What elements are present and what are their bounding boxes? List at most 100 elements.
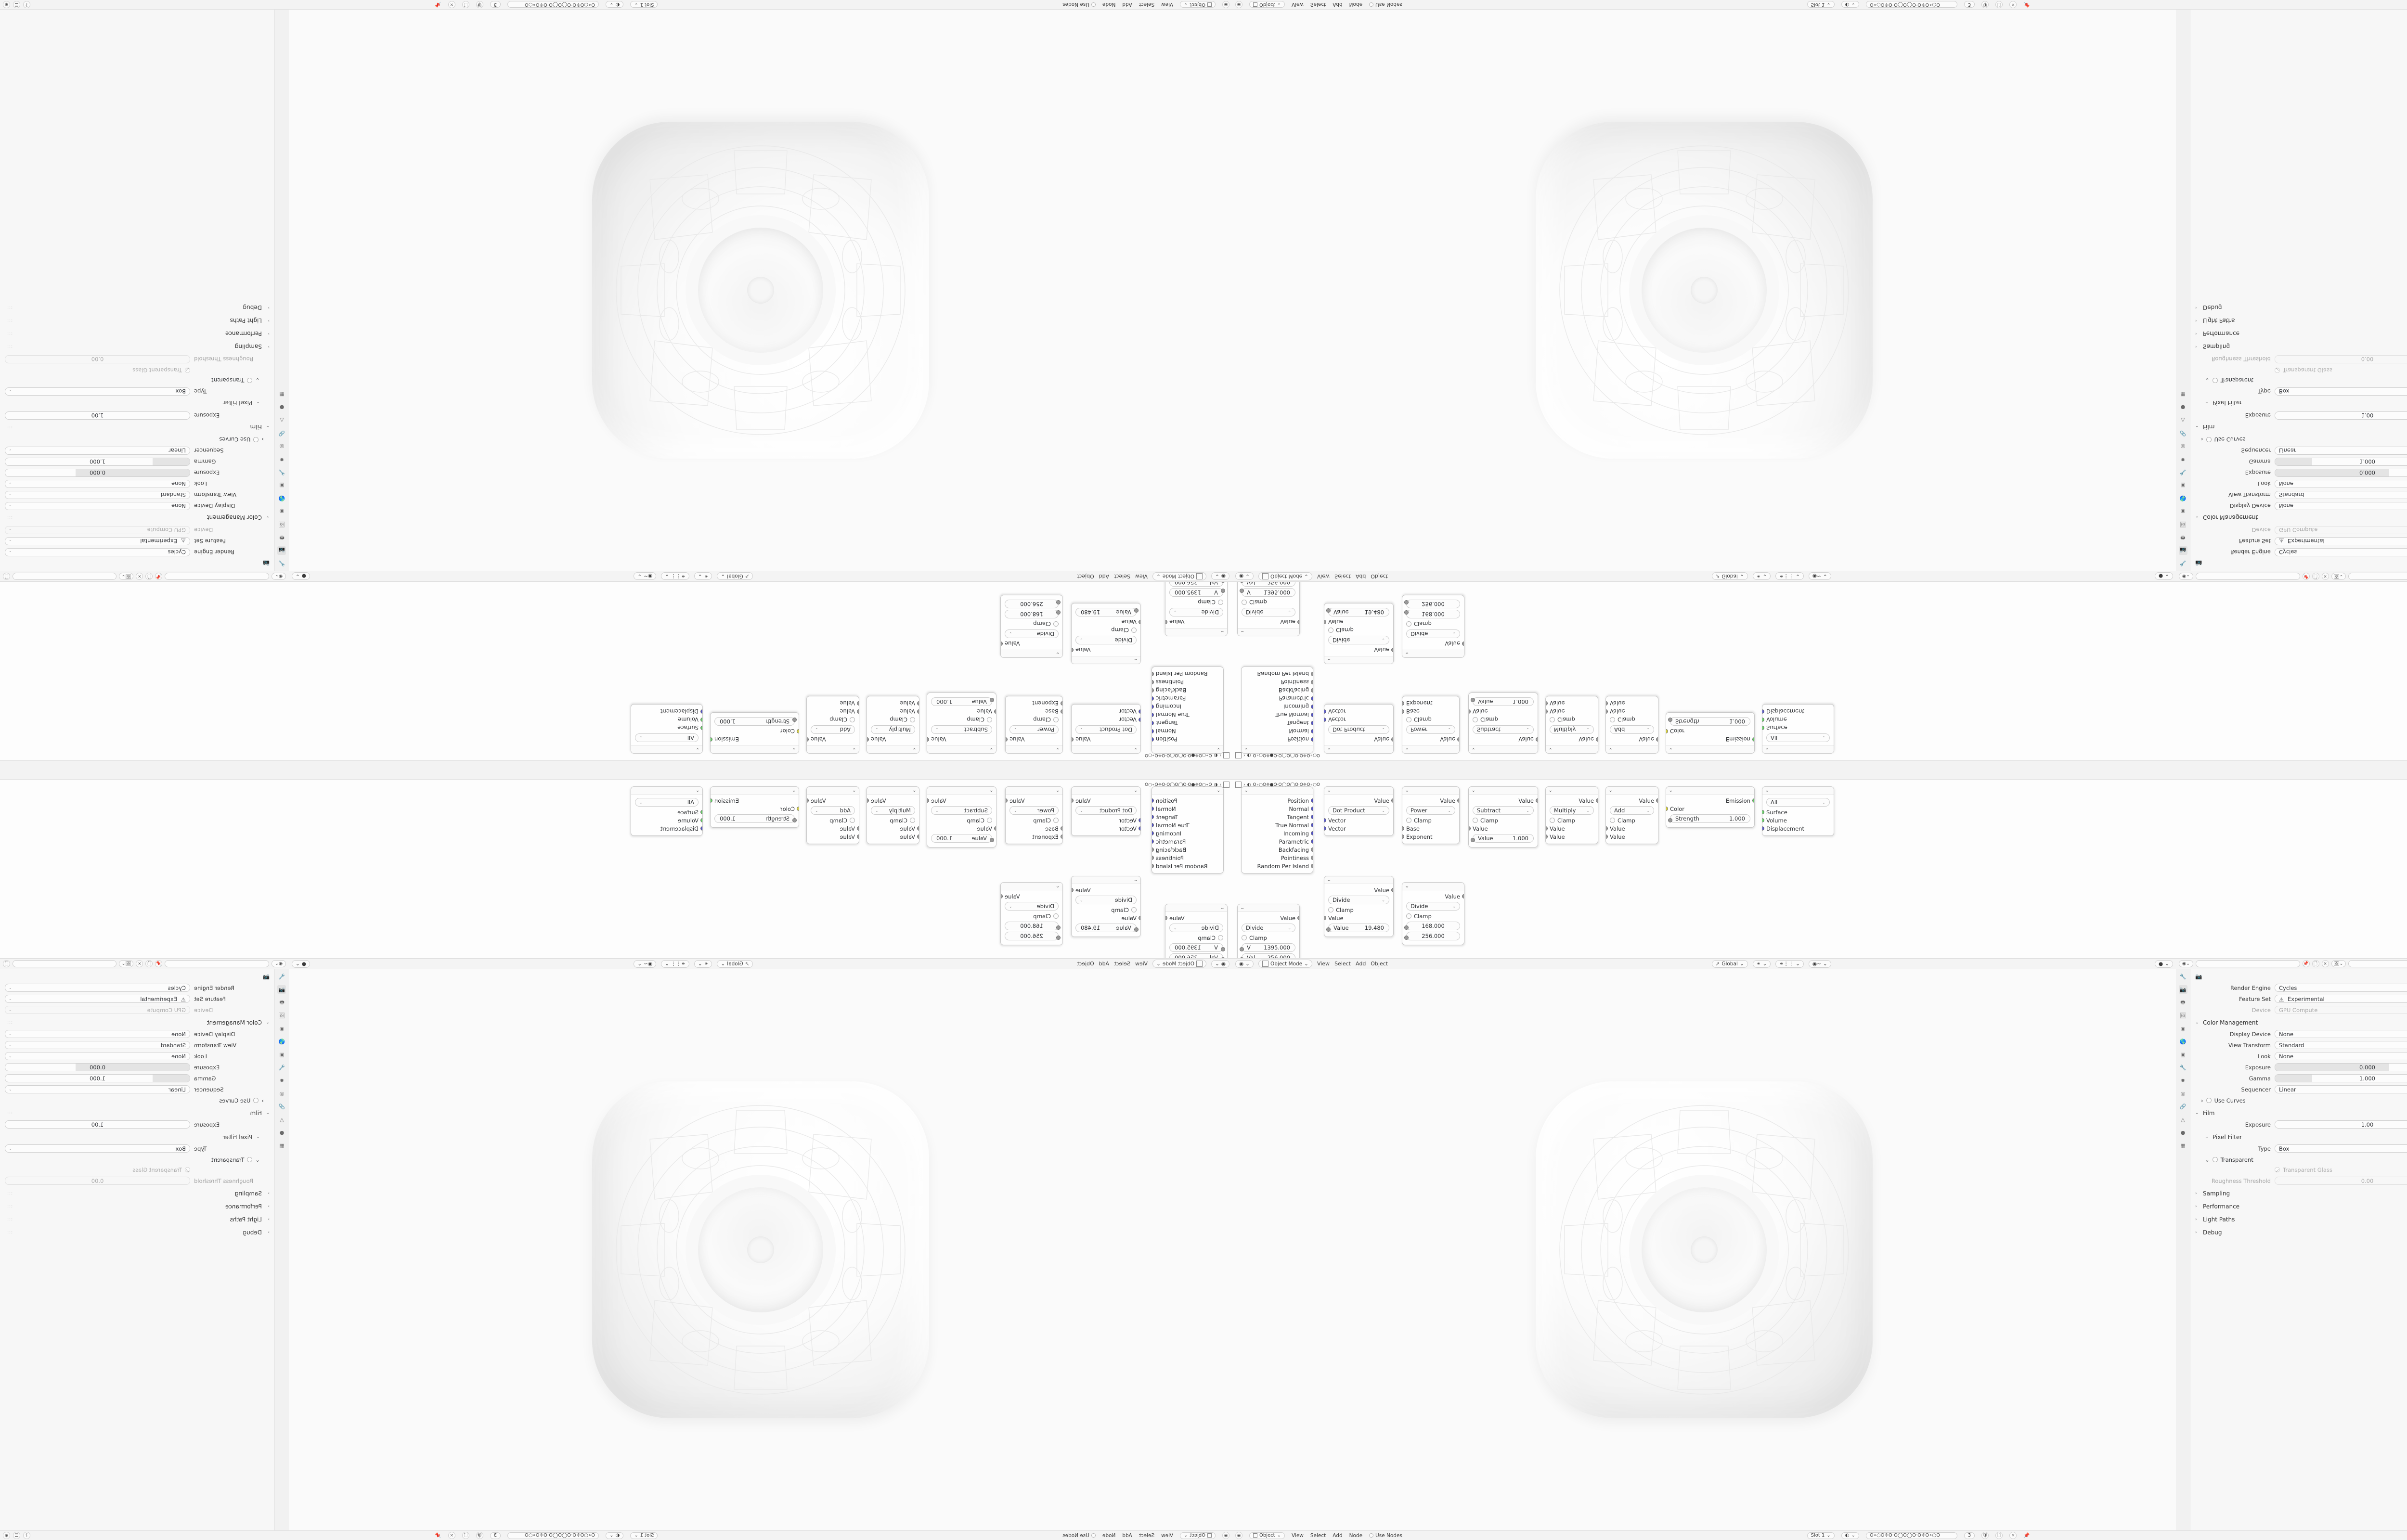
node-dot-product[interactable]: ⌄ Value Dot Product ⌄ Vector Vector bbox=[1071, 704, 1141, 754]
node-header-add[interactable]: ⌄ bbox=[1606, 745, 1658, 753]
chevron-down-icon[interactable]: ⌄ bbox=[1448, 727, 1451, 732]
node-divide-1395[interactable]: ⌄ Value Divide ⌄ Clamp V 1395.000 Val 256.000 bbox=[1237, 581, 1300, 636]
node-operation-select[interactable]: Add ⌄ bbox=[1610, 806, 1654, 815]
socket-dot[interactable] bbox=[1324, 709, 1326, 714]
tab-physics[interactable]: ◎ bbox=[279, 443, 285, 450]
chevron-down-icon[interactable]: ⌄ bbox=[1646, 727, 1650, 732]
chevron-down-icon[interactable]: ⌄ bbox=[1608, 747, 1613, 752]
node-header-divide-168-256[interactable]: ⌄ bbox=[1402, 650, 1464, 657]
socket-dot[interactable] bbox=[1071, 648, 1074, 652]
node-socket-value[interactable]: Value bbox=[1071, 735, 1140, 744]
section-performance[interactable]: ›Performance:::: bbox=[5, 1201, 270, 1212]
node-socket-position[interactable]: Position bbox=[1242, 796, 1313, 805]
help-icon[interactable]: ? bbox=[23, 1532, 30, 1539]
drag-dots[interactable]: :::: bbox=[5, 1230, 13, 1235]
tab-constraints[interactable]: 🔗 bbox=[278, 430, 285, 437]
node-socket-value[interactable]: Value bbox=[1071, 646, 1140, 654]
tab-output[interactable]: 🖶 bbox=[2180, 999, 2186, 1005]
node-subtract[interactable]: ⌄ Value Subtract ⌄ Clamp Value Value 1.000 bbox=[1468, 693, 1538, 754]
node-header-add[interactable]: ⌄ bbox=[1606, 787, 1658, 795]
socket-dot[interactable] bbox=[1152, 798, 1154, 803]
copy-icon[interactable]: 🗋 bbox=[145, 960, 153, 967]
chevron-down-icon[interactable]: ⌄ bbox=[1326, 788, 1332, 793]
node-socket-value[interactable]: Value bbox=[807, 824, 859, 833]
use-curves-checkbox[interactable] bbox=[2206, 437, 2212, 442]
node-header-divide-1395[interactable]: ⌄ bbox=[1238, 628, 1299, 636]
socket-dot[interactable] bbox=[1762, 818, 1764, 822]
use-nodes-checkbox[interactable] bbox=[1369, 1533, 1374, 1538]
transparent-toggle[interactable]: ⌄ Transparent bbox=[211, 377, 260, 384]
socket-dot[interactable] bbox=[1668, 718, 1672, 722]
node-socket-parametric[interactable]: Parametric bbox=[1242, 694, 1313, 703]
socket-dot[interactable] bbox=[1311, 856, 1313, 860]
menu-add[interactable]: Add bbox=[1122, 1532, 1132, 1539]
material-name-field[interactable]: O∘○O❈O·O◯O◯O·O❈O∘○O bbox=[1865, 1532, 1957, 1539]
node-operation-select[interactable]: Subtract ⌄ bbox=[1473, 725, 1534, 734]
mode-select[interactable]: Object Mode ⌄ bbox=[1152, 960, 1207, 968]
node-target-select[interactable]: All ⌄ bbox=[1766, 798, 1830, 807]
node-operation-select[interactable]: Multiply ⌄ bbox=[1550, 806, 1594, 815]
node-geometry[interactable]: ⌄ Position Normal Tangent True Normal Incomin… bbox=[1152, 786, 1224, 873]
scene-name-field[interactable] bbox=[2196, 960, 2300, 967]
section-pixel-filter[interactable]: ⌄ Pixel Filter bbox=[222, 1134, 260, 1141]
pixel-filter-type-select[interactable]: Box ⌄ bbox=[2275, 1144, 2407, 1153]
node-divide-168-256[interactable]: ⌄ Value Divide ⌄ Clamp 168.000 256.000 bbox=[1000, 882, 1063, 945]
socket-dot[interactable] bbox=[1240, 589, 1244, 593]
node-operation-select[interactable]: Divide ⌄ bbox=[1005, 902, 1059, 911]
node-socket-value[interactable]: Value bbox=[927, 824, 996, 833]
socket-dot[interactable] bbox=[1240, 947, 1244, 951]
socket-dot[interactable] bbox=[1457, 798, 1459, 803]
menu-add[interactable]: Add bbox=[1122, 1, 1132, 8]
node-socket-true-normal[interactable]: True Normal bbox=[1242, 711, 1313, 719]
socket-dot[interactable] bbox=[1152, 737, 1154, 742]
chevron-down-icon[interactable]: ⌄ bbox=[639, 800, 643, 805]
cm-control[interactable]: Linear⌄ bbox=[5, 447, 190, 455]
menu-add[interactable]: Add bbox=[1333, 1532, 1343, 1539]
pin-icon[interactable]: 📌 bbox=[155, 960, 163, 967]
socket-dot[interactable] bbox=[927, 737, 929, 742]
settings-icon[interactable]: ☰ bbox=[13, 1, 20, 8]
use-curves-toggle[interactable]: › Use Curves bbox=[2201, 436, 2246, 443]
clamp-checkbox[interactable] bbox=[987, 717, 992, 722]
overlay-toggle[interactable]: ◉∼ ⌄ bbox=[1808, 572, 1831, 580]
node-socket-value[interactable]: Value bbox=[1324, 914, 1393, 922]
node-value-field[interactable]: Val 256.000 bbox=[1169, 581, 1225, 587]
node-clamp-toggle[interactable]: Clamp bbox=[1606, 716, 1658, 724]
cm-control[interactable]: None⌄ bbox=[5, 502, 190, 510]
mode-select[interactable]: Object Mode ⌄ bbox=[1258, 960, 1312, 968]
node-clamp-toggle[interactable]: Clamp bbox=[927, 816, 996, 824]
node-socket-random-per-island[interactable]: Random Per Island bbox=[1152, 670, 1223, 678]
node-divide-19480[interactable]: ⌄ Value Divide ⌄ Clamp Value Value 19.480 bbox=[1324, 603, 1394, 664]
render-engine-row[interactable]: Render Engine Cycles ⌄ bbox=[5, 547, 270, 557]
socket-dot[interactable] bbox=[1152, 729, 1154, 733]
socket-dot[interactable] bbox=[857, 709, 859, 714]
node-power[interactable]: ⌄ Value Power ⌄ Clamp Base Exponent bbox=[1402, 786, 1460, 844]
node-clamp-toggle[interactable]: Clamp bbox=[1469, 716, 1538, 724]
cm-control[interactable]: 0.000 bbox=[5, 1063, 190, 1071]
tab-output[interactable]: 🖶 bbox=[2180, 535, 2186, 541]
material-name-field[interactable]: O∘○O❈O·O◯O◯O·O❈O∘○O bbox=[507, 1532, 599, 1539]
node-socket-value[interactable]: Value bbox=[1469, 824, 1538, 833]
chevron-down-icon[interactable]: ⌄ bbox=[9, 1043, 12, 1047]
socket-dot[interactable] bbox=[1152, 831, 1154, 835]
properties-tab-strip[interactable]: 🔧 📷 🖶 🖼 ◉ 🌎 ▣ 🔧 ✹ ◎ 🔗 △ ● ▦ bbox=[274, 10, 289, 571]
use-nodes-toggle[interactable]: Use Nodes bbox=[1062, 2, 1096, 8]
socket-dot[interactable] bbox=[1666, 807, 1668, 811]
clamp-checkbox[interactable] bbox=[1218, 935, 1223, 940]
chevron-down-icon[interactable]: ⌄ bbox=[935, 808, 939, 813]
chevron-down-icon[interactable]: ⌄ bbox=[9, 482, 12, 486]
node-socket-color[interactable]: Color bbox=[1666, 727, 1754, 735]
chevron-down-icon[interactable]: ⌄ bbox=[1014, 808, 1017, 813]
node-socket-value[interactable]: Value bbox=[1546, 735, 1598, 744]
transparent-toggle[interactable]: ⌄ Transparent bbox=[2205, 377, 2253, 384]
transparent-checkbox[interactable] bbox=[247, 1157, 253, 1162]
shader-mode-select[interactable]: Object ⌄ bbox=[1249, 1, 1285, 8]
node-header-dot-product[interactable]: ⌄ bbox=[1324, 787, 1393, 795]
node-divide-1395[interactable]: ⌄ Value Divide ⌄ Clamp V 1395.000 Val 256.000 bbox=[1237, 904, 1300, 958]
chevron-down-icon[interactable]: ⌄ bbox=[815, 808, 818, 813]
node-socket-base[interactable]: Base bbox=[1402, 707, 1459, 716]
node-clamp-toggle[interactable]: Clamp bbox=[1469, 816, 1538, 824]
cm-control[interactable]: 1.000 bbox=[5, 458, 190, 466]
node-header-material-output[interactable]: ⌄ bbox=[1762, 787, 1834, 795]
